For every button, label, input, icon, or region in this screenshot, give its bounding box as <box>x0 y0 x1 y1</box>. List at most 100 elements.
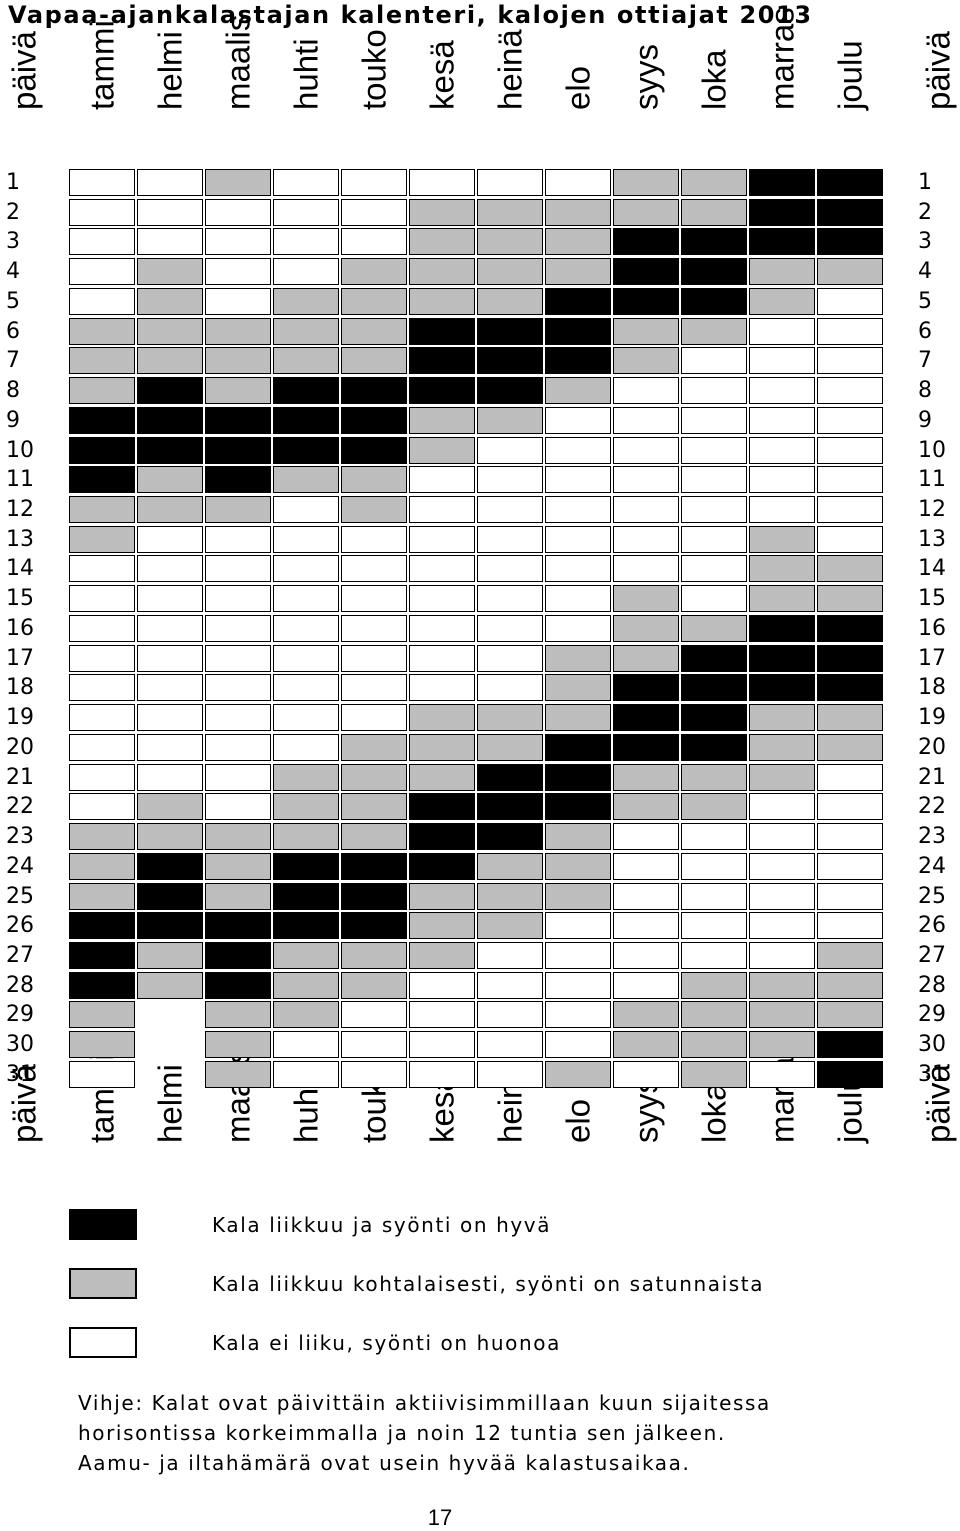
calendar-cell-huono <box>341 614 407 642</box>
calendar-cell-huono <box>69 733 135 761</box>
calendar-cell-huono <box>749 466 815 494</box>
calendar-cell-kohtalainen <box>341 733 407 761</box>
calendar-cell-hyva <box>69 436 135 464</box>
calendar-cell-huono <box>409 555 475 583</box>
calendar-cell-hyva <box>545 763 611 791</box>
calendar-cell-kohtalainen <box>69 882 135 910</box>
calendar-cell-kohtalainen <box>205 347 271 375</box>
calendar-cell-huono <box>681 555 747 583</box>
calendar-cell-kohtalainen <box>613 793 679 821</box>
day-number-left: 3 <box>6 229 20 255</box>
calendar-cell-huono <box>613 436 679 464</box>
calendar-cell-hyva <box>69 912 135 940</box>
day-number-left: 30 <box>6 1032 34 1058</box>
calendar-cell-huono <box>409 496 475 524</box>
calendar-cell-huono <box>409 525 475 553</box>
calendar-cell-hyva <box>341 882 407 910</box>
legend-swatch-huono <box>69 1327 137 1358</box>
day-number-right: 31 <box>918 1061 946 1087</box>
calendar-cell-kohtalainen <box>137 496 203 524</box>
day-number-left: 9 <box>6 407 20 433</box>
calendar-cell-huono <box>613 823 679 851</box>
calendar-cell-huono <box>477 1060 543 1088</box>
calendar-cell-kohtalainen <box>749 763 815 791</box>
calendar-cell-hyva <box>545 347 611 375</box>
calendar-cell-huono <box>137 198 203 226</box>
calendar-cell-huono <box>613 1060 679 1088</box>
calendar-cell-kohtalainen <box>613 1031 679 1059</box>
page-number: 17 <box>427 1505 453 1530</box>
calendar-cell-kohtalainen <box>613 198 679 226</box>
calendar-cell-huono <box>749 912 815 940</box>
calendar-cell-huono <box>137 555 203 583</box>
calendar-cell-hyva <box>205 466 271 494</box>
calendar-cell-hyva <box>613 287 679 315</box>
calendar-cell-kohtalainen <box>477 198 543 226</box>
day-number-right: 10 <box>918 437 946 463</box>
day-number-left: 16 <box>6 615 34 641</box>
calendar-cell-huono <box>477 466 543 494</box>
calendar-cell-huono <box>69 704 135 732</box>
day-number-left: 4 <box>6 259 20 285</box>
calendar-cell-huono <box>205 733 271 761</box>
calendar-cell-huono <box>681 912 747 940</box>
calendar-cell-kohtalainen <box>273 1001 339 1029</box>
calendar-cell-huono <box>613 971 679 999</box>
day-number-right: 23 <box>918 824 946 850</box>
calendar-cell-hyva <box>273 377 339 405</box>
calendar-cell-huono <box>341 644 407 672</box>
calendar-cell-kohtalainen <box>69 347 135 375</box>
day-number-left: 15 <box>6 586 34 612</box>
calendar-cell-kohtalainen <box>205 1031 271 1059</box>
calendar-cell-huono <box>749 496 815 524</box>
calendar-cell-kohtalainen <box>613 763 679 791</box>
calendar-cell-huono <box>69 614 135 642</box>
day-number-right: 26 <box>918 913 946 939</box>
calendar-cell-kohtalainen <box>681 971 747 999</box>
calendar-cell-huono <box>409 971 475 999</box>
calendar-cell-huono <box>613 852 679 880</box>
calendar-cell-kohtalainen <box>69 823 135 851</box>
day-number-left: 28 <box>6 972 34 998</box>
calendar-cell-huono <box>749 882 815 910</box>
calendar-cell-huono <box>817 525 883 553</box>
calendar-cell-kohtalainen <box>409 733 475 761</box>
calendar-cell-kohtalainen <box>545 228 611 256</box>
calendar-cell-huono <box>545 1031 611 1059</box>
calendar-cell-kohtalainen <box>273 941 339 969</box>
calendar-cell-hyva <box>205 912 271 940</box>
calendar-cell-hyva <box>817 228 883 256</box>
calendar-cell-kohtalainen <box>545 644 611 672</box>
calendar-cell-huono <box>69 674 135 702</box>
calendar-cell-huono <box>477 436 543 464</box>
calendar-cell-kohtalainen <box>545 1060 611 1088</box>
day-number-right: 21 <box>918 764 946 790</box>
calendar-cell-huono <box>273 674 339 702</box>
calendar-cell-huono <box>545 496 611 524</box>
calendar-cell-huono <box>749 941 815 969</box>
calendar-cell-kohtalainen <box>749 971 815 999</box>
calendar-cell-huono <box>273 614 339 642</box>
calendar-cell-hyva <box>545 287 611 315</box>
calendar-cell-kohtalainen <box>749 585 815 613</box>
page-title: Vapaa-ajankalastajan kalenteri, kalojen … <box>8 1 813 29</box>
calendar-cell-hyva <box>681 258 747 286</box>
calendar-cell-kohtalainen <box>137 823 203 851</box>
calendar-cell-kohtalainen <box>613 347 679 375</box>
day-number-left: 20 <box>6 734 34 760</box>
calendar-cell-huono <box>273 169 339 196</box>
calendar-cell-kohtalainen <box>477 287 543 315</box>
calendar-cell-hyva <box>681 674 747 702</box>
calendar-cell-huono <box>69 258 135 286</box>
calendar-cell-huono <box>69 555 135 583</box>
calendar-cell-huono <box>409 674 475 702</box>
calendar-cell-kohtalainen <box>273 823 339 851</box>
calendar-cell-hyva <box>613 733 679 761</box>
top-month-elo: elo <box>559 65 597 110</box>
calendar-cell-kohtalainen <box>477 406 543 434</box>
calendar-cell-hyva <box>205 941 271 969</box>
calendar-cell-hyva <box>69 466 135 494</box>
top-day-header-right: päivä <box>919 31 957 110</box>
calendar-cell-kohtalainen <box>137 347 203 375</box>
calendar-cell-kohtalainen <box>681 1060 747 1088</box>
